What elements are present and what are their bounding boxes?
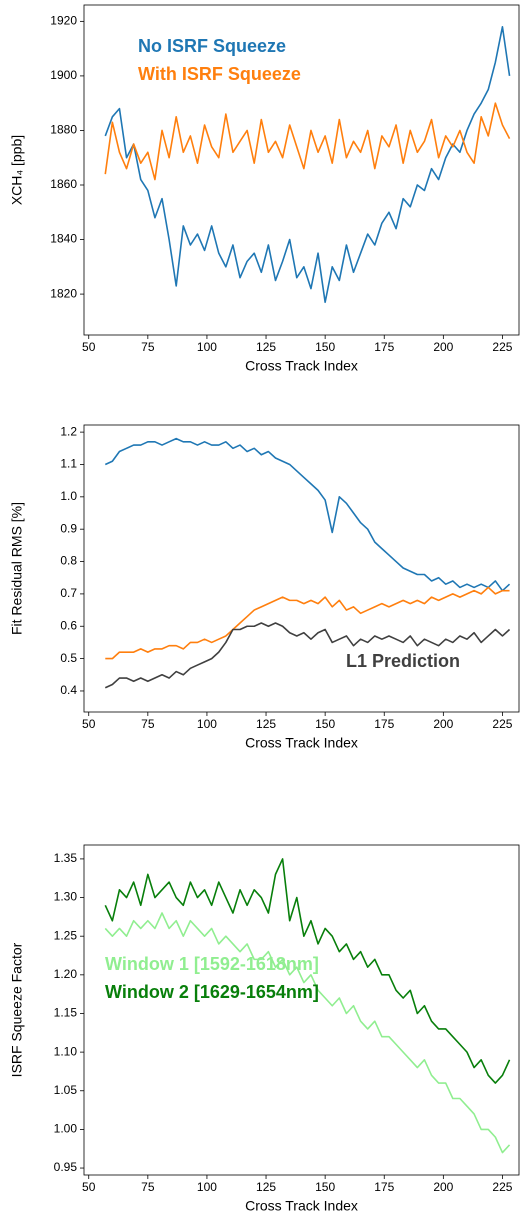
x-tick-label: 150	[315, 340, 335, 354]
legend-label: Window 2 [1629-1654nm]	[105, 982, 319, 1002]
y-tick-label: 1.00	[54, 1122, 78, 1136]
x-tick-label: 225	[492, 717, 512, 731]
x-tick-label: 150	[315, 1180, 335, 1194]
x-axis-label: Cross Track Index	[245, 735, 358, 751]
y-tick-label: 1.05	[54, 1083, 78, 1097]
x-tick-label: 175	[374, 717, 394, 731]
x-tick-label: 200	[433, 340, 453, 354]
y-tick-label: 1.1	[60, 457, 77, 471]
x-tick-label: 175	[374, 1180, 394, 1194]
y-tick-label: 1.15	[54, 1006, 78, 1020]
x-tick-label: 50	[82, 340, 96, 354]
y-tick-label: 1.10	[54, 1044, 78, 1058]
y-tick-label: 0.95	[54, 1160, 78, 1174]
y-tick-label: 1.2	[60, 424, 77, 438]
data-line	[104, 622, 511, 689]
y-tick-label: 0.7	[60, 586, 77, 600]
x-tick-label: 100	[197, 1180, 217, 1194]
axes-frame	[83, 844, 520, 1176]
x-tick-label: 175	[374, 340, 394, 354]
y-tick-label: 1900	[50, 68, 77, 82]
x-axis-label: Cross Track Index	[245, 358, 358, 374]
x-tick-label: 100	[197, 717, 217, 731]
y-tick-label: 0.8	[60, 554, 77, 568]
y-tick-label: 0.6	[60, 618, 77, 632]
x-tick-label: 225	[492, 340, 512, 354]
data-line	[104, 437, 511, 592]
x-tick-label: 125	[256, 1180, 276, 1194]
legend-label: L1 Prediction	[346, 651, 460, 671]
data-line	[105, 586, 510, 660]
legend-label: No ISRF Squeeze	[138, 36, 286, 56]
x-tick-label: 150	[315, 717, 335, 731]
x-tick-label: 75	[141, 1180, 155, 1194]
y-tick-label: 1.0	[60, 489, 77, 503]
x-tick-label: 125	[256, 717, 276, 731]
y-tick-label: 1.35	[54, 851, 78, 865]
x-axis-label: Cross Track Index	[245, 1198, 358, 1214]
x-tick-label: 200	[433, 1180, 453, 1194]
x-tick-label: 75	[141, 340, 155, 354]
y-tick-label: 0.9	[60, 521, 77, 535]
y-tick-label: 1840	[50, 232, 77, 246]
data-line	[104, 858, 511, 1084]
x-tick-label: 100	[197, 340, 217, 354]
y-tick-label: 1.30	[54, 890, 78, 904]
y-tick-label: 1.20	[54, 967, 78, 981]
axes-frame	[83, 4, 520, 336]
y-tick-label: 1860	[50, 177, 77, 191]
axes-frame	[83, 424, 520, 713]
y-tick-label: 1.25	[54, 928, 78, 942]
y-axis-label: ISRF Squeeze Factor	[9, 942, 25, 1077]
x-tick-label: 50	[82, 1180, 96, 1194]
data-line	[104, 26, 511, 304]
x-tick-label: 50	[82, 717, 96, 731]
x-tick-label: 75	[141, 717, 155, 731]
x-tick-label: 200	[433, 717, 453, 731]
y-axis-label: Fit Residual RMS [%]	[9, 502, 25, 635]
y-tick-label: 1880	[50, 123, 77, 137]
data-line	[104, 102, 511, 181]
x-tick-label: 225	[492, 1180, 512, 1194]
y-tick-label: 0.5	[60, 651, 77, 665]
legend-label: With ISRF Squeeze	[138, 64, 301, 84]
legend-label: Window 1 [1592-1618nm]	[105, 954, 319, 974]
data-line	[104, 912, 511, 1154]
y-tick-label: 0.4	[60, 683, 77, 697]
y-axis-label: XCH₄ [ppb]	[9, 135, 25, 205]
x-tick-label: 125	[256, 340, 276, 354]
y-tick-label: 1920	[50, 14, 77, 28]
y-tick-label: 1820	[50, 286, 77, 300]
